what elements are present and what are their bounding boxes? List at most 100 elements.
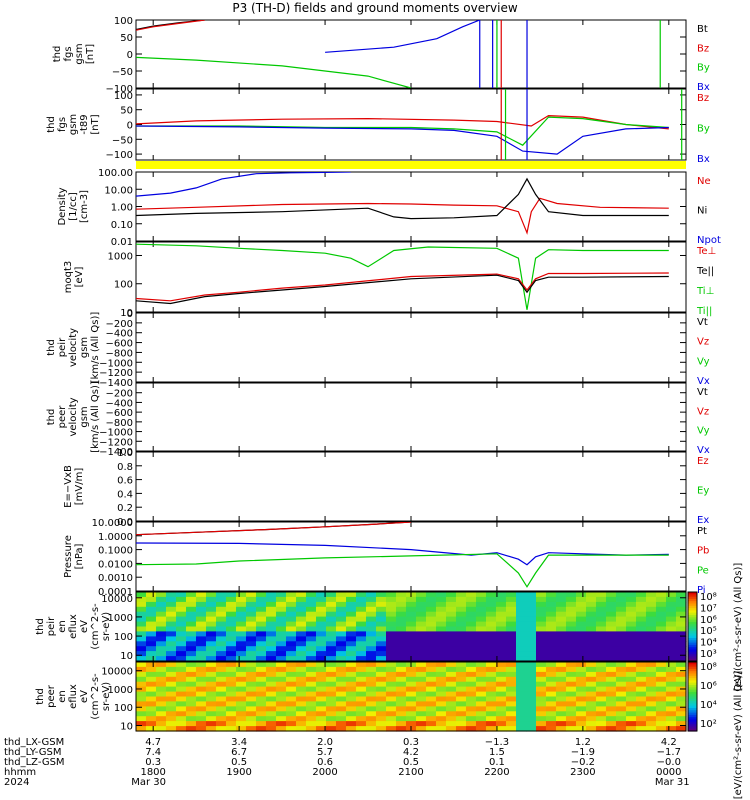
heatmap-cell — [666, 662, 677, 668]
heatmap-cell — [386, 671, 397, 678]
heatmap-cell — [516, 706, 527, 712]
heatmap-cell — [556, 606, 567, 613]
heatmap-cell — [466, 592, 477, 598]
heatmap-cell — [236, 681, 247, 688]
heatmap-cell — [216, 641, 227, 647]
heatmap-cell — [186, 641, 197, 647]
heatmap-cell — [476, 726, 487, 732]
heatmap-cell — [336, 716, 347, 722]
heatmap-cell — [136, 726, 147, 732]
heatmap-cell — [136, 596, 147, 603]
ephemeris-value: 2000 — [312, 767, 337, 778]
heatmap-cell — [386, 666, 397, 673]
heatmap-cell — [466, 611, 477, 618]
y-tick-label: 10000 — [101, 594, 133, 605]
heatmap-cell — [516, 662, 527, 668]
heatmap-cell — [196, 726, 207, 732]
heatmap-cell — [526, 706, 537, 712]
heatmap-cell — [396, 601, 407, 608]
ephemeris-value: −1.3 — [485, 737, 509, 748]
ephemeris-label: thd_LY-GSM — [4, 747, 61, 758]
heatmap-cell — [496, 646, 507, 652]
heatmap-cell — [346, 706, 357, 712]
heatmap-cell — [416, 631, 427, 637]
heatmap-cell — [546, 706, 557, 712]
heatmap-cell — [676, 656, 687, 662]
heatmap-cell — [256, 592, 267, 598]
heatmap-cell — [256, 626, 267, 632]
heatmap-cell — [616, 662, 627, 668]
heatmap-cell — [206, 626, 217, 632]
heatmap-cell — [296, 706, 307, 712]
heatmap-cell — [346, 592, 357, 598]
heatmap-cell — [176, 691, 187, 698]
y-axis-label: thdfgsgsm-t89[nT] — [46, 114, 101, 135]
ephemeris-value: 2200 — [484, 767, 509, 778]
heatmap-cell — [606, 662, 617, 668]
heatmap-cell — [556, 676, 567, 683]
heatmap-cell — [636, 646, 647, 652]
heatmap-cell — [586, 686, 597, 693]
heatmap-cell — [186, 631, 197, 637]
y-tick-label: 100 — [114, 703, 133, 714]
heatmap-cell — [516, 726, 527, 732]
heatmap-cell — [266, 631, 277, 637]
heatmap-cell — [166, 666, 177, 673]
series-Ne-line — [136, 197, 669, 235]
y-tick-label: 100 — [114, 280, 133, 291]
heatmap-cell — [446, 596, 457, 603]
heatmap-cell — [636, 592, 647, 598]
heatmap-cell — [396, 636, 407, 642]
heatmap-cell — [546, 666, 557, 673]
heatmap-cell — [196, 711, 207, 717]
heatmap-cell — [486, 721, 497, 727]
heatmap-cell — [626, 706, 637, 712]
colorbar-segment — [688, 615, 697, 618]
colorbar-segment — [688, 592, 697, 595]
heatmap-cell — [556, 671, 567, 678]
heatmap-cell — [476, 601, 487, 608]
heatmap-cell — [556, 631, 567, 637]
heatmap-cell — [666, 716, 677, 722]
heatmap-cell — [416, 691, 427, 698]
heatmap-cell — [496, 636, 507, 642]
colorbar-segment — [688, 682, 697, 686]
heatmap-cell — [586, 651, 597, 657]
heatmap-cell — [276, 681, 287, 688]
y-axis-label-line: thd — [46, 339, 57, 356]
heatmap-cell — [296, 601, 307, 608]
heatmap-cell — [416, 676, 427, 683]
heatmap-cell — [196, 696, 207, 702]
legend-Ey: Ey — [697, 486, 709, 497]
heatmap-cell — [556, 641, 567, 647]
heatmap-cell — [286, 666, 297, 673]
heatmap-cell — [596, 671, 607, 678]
heatmap-cell — [146, 596, 157, 603]
heatmap-cell — [276, 611, 287, 618]
heatmap-cell — [376, 662, 387, 668]
heatmap-cell — [676, 592, 687, 598]
heatmap-cell — [216, 651, 227, 657]
heatmap-cell — [336, 621, 347, 628]
heatmap-cell — [146, 681, 157, 688]
heatmap-cell — [476, 646, 487, 652]
heatmap-cell — [646, 662, 657, 668]
heatmap-cell — [396, 696, 407, 702]
heatmap-cell — [496, 721, 507, 727]
y-tick-label: −50 — [112, 135, 133, 146]
heatmap-cell — [136, 636, 147, 642]
heatmap-cell — [556, 686, 567, 693]
heatmap-cell — [186, 606, 197, 613]
heatmap-cell — [346, 696, 357, 702]
date-label-end: Mar 31 — [655, 777, 690, 788]
heatmap-cell — [266, 662, 277, 668]
heatmap-cell — [266, 616, 277, 623]
colorbar-segment — [688, 621, 697, 625]
y-tick-label: −1400 — [99, 378, 133, 389]
heatmap-cell — [616, 671, 627, 678]
heatmap-cell — [596, 631, 607, 637]
heatmap-cell — [506, 592, 517, 598]
heatmap-cell — [556, 711, 567, 717]
heatmap-cell — [226, 626, 237, 632]
heatmap-cell — [166, 686, 177, 693]
